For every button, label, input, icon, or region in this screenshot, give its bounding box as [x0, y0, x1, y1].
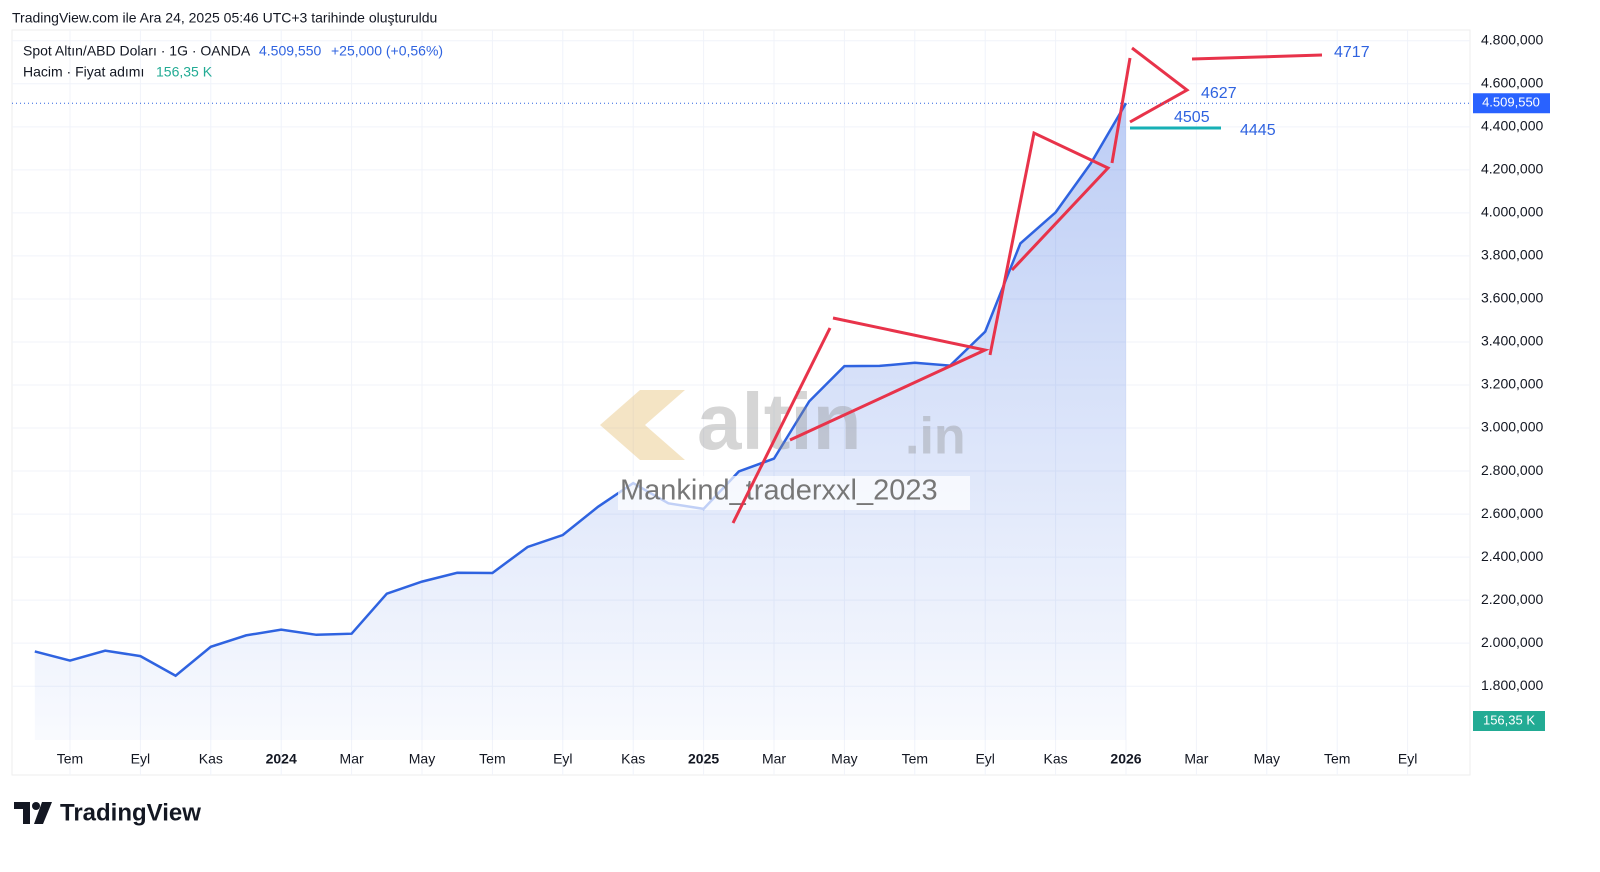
y-tick-label: 4.800,000 [1481, 31, 1543, 47]
x-tick-label: Tem [57, 751, 83, 767]
x-tick-label: May [831, 751, 857, 767]
x-tick-label: May [1254, 751, 1280, 767]
y-tick-label: 2.800,000 [1481, 462, 1543, 478]
y-tick-label: 4.600,000 [1481, 74, 1543, 90]
trend-line [1110, 57, 1132, 164]
trend-line [731, 327, 832, 524]
y-tick-label: 4.000,000 [1481, 204, 1543, 220]
x-tick-label: Mar [762, 751, 786, 767]
price-line [34, 102, 1128, 678]
author: Mankind_traderxxl_2023 [620, 475, 938, 507]
watermark-domain: .in [905, 408, 966, 466]
y-tick-label: 4.400,000 [1481, 118, 1543, 134]
last-price-tag: 4.509,550 [1482, 95, 1540, 110]
y-tick-label: 2.400,000 [1481, 548, 1543, 564]
annotation: 4445 [1240, 122, 1276, 139]
annotation: 4505 [1174, 109, 1210, 126]
x-tick-label: Eyl [131, 751, 150, 767]
volume-tag-bg [1473, 711, 1545, 731]
x-tick-label: Kas [199, 751, 223, 767]
volume-tag: 156,35 K [1483, 712, 1535, 727]
brand: TradingView [60, 799, 201, 826]
x-tick-label: Kas [1044, 751, 1068, 767]
triangle [1129, 46, 1190, 124]
watermark-logo [600, 390, 685, 460]
x-tick-label: Kas [621, 751, 645, 767]
y-tick-label: 2.200,000 [1481, 591, 1543, 607]
volume-name: Hacim · Fiyat adımı [23, 64, 144, 80]
x-tick-label: 2026 [1110, 751, 1141, 767]
brand-logo [14, 802, 52, 824]
drawings [731, 46, 1323, 524]
plot-frame [11, 29, 1471, 776]
annotation: 4627 [1201, 85, 1237, 102]
y-tick-label: 3.800,000 [1481, 247, 1543, 263]
y-tick-label: 3.400,000 [1481, 333, 1543, 349]
x-tick-label: Tem [479, 751, 505, 767]
y-tick-label: 2.600,000 [1481, 505, 1543, 521]
y-tick-label: 3.600,000 [1481, 290, 1543, 306]
x-tick-label: Tem [902, 751, 928, 767]
author-bg [618, 476, 970, 510]
triangle [988, 130, 1111, 356]
area [34, 103, 1126, 740]
y-tick-label: 1.800,000 [1481, 677, 1543, 693]
legend-price: 4.509,550 [259, 43, 321, 59]
last-price-tag-bg [1473, 93, 1550, 114]
x-tick-label: 2025 [688, 751, 719, 767]
x-tick-label: 2024 [266, 751, 297, 767]
legend-change: +25,000 (+0,56%) [331, 43, 443, 59]
y-tick-label: 2.000,000 [1481, 634, 1543, 650]
target-line [1191, 53, 1323, 61]
volume-value: 156,35 K [156, 64, 213, 80]
x-tick-label: Mar [340, 751, 364, 767]
y-tick-label: 3.000,000 [1481, 419, 1543, 435]
x-tick-label: Eyl [975, 751, 994, 767]
x-tick-label: Mar [1184, 751, 1208, 767]
x-tick-label: Eyl [553, 751, 572, 767]
x-tick-label: May [409, 751, 435, 767]
symbol: Spot Altın/ABD Doları · 1G · OANDA [23, 43, 251, 59]
created-note: TradingView.com ile Ara 24, 2025 05:46 U… [12, 10, 437, 26]
x-tick-label: Tem [1324, 751, 1350, 767]
watermark: altin .in [600, 377, 966, 466]
y-tick-label: 3.200,000 [1481, 376, 1543, 392]
triangle [789, 316, 990, 442]
x-tick-label: Eyl [1398, 751, 1417, 767]
y-tick-label: 4.200,000 [1481, 161, 1543, 177]
watermark-text: altin [697, 377, 861, 466]
annotation: 4717 [1334, 44, 1370, 61]
